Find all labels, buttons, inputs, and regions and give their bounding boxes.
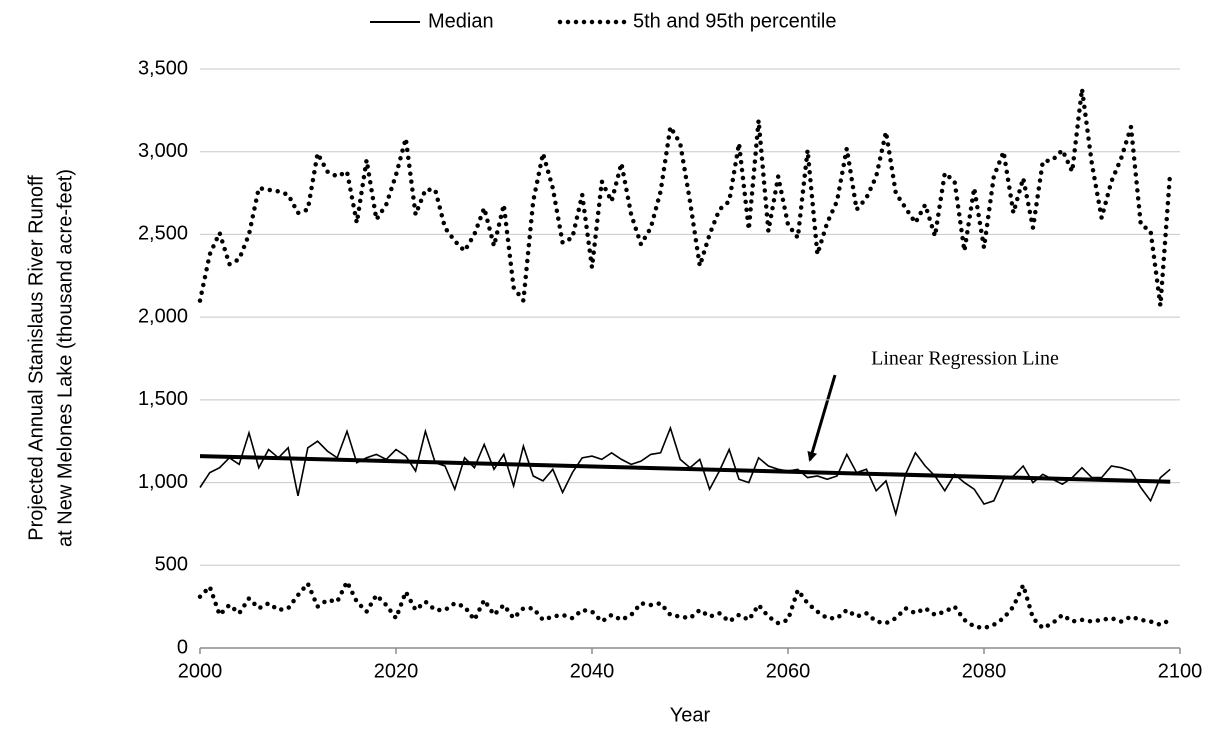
- y-tick-label: 1,000: [138, 471, 188, 493]
- x-axis-label: Year: [670, 704, 711, 726]
- y-axis-label: Projected Annual Stanislaus River Runoff…: [25, 169, 76, 547]
- legend-label: Median: [428, 10, 494, 32]
- annotation: Linear Regression Line: [871, 348, 1059, 370]
- y-tick-label: 3,500: [138, 57, 188, 79]
- x-tick-label: 2040: [570, 660, 615, 682]
- lower-percentile-line: [197, 576, 1173, 631]
- regression-line: [199, 454, 1171, 484]
- x-tick-label: 2100: [1158, 660, 1203, 682]
- y-tick-label: 2,500: [138, 223, 188, 245]
- y-tick-label: 0: [177, 636, 188, 658]
- y-tick-label: 2,000: [138, 305, 188, 327]
- y-tick-label: 1,500: [138, 388, 188, 410]
- x-tick-label: 2060: [766, 660, 811, 682]
- median-line: [199, 425, 1171, 518]
- y-tick-label: 3,000: [138, 140, 188, 162]
- x-tick-label: 2080: [962, 660, 1007, 682]
- x-tick-label: 2000: [178, 660, 223, 682]
- legend-label: 5th and 95th percentile: [633, 10, 837, 32]
- x-tick-label: 2020: [374, 660, 419, 682]
- y-axis-label-line: Projected Annual Stanislaus River Runoff: [25, 175, 47, 541]
- annotation-arrow: [807, 374, 837, 462]
- upper-percentile-line: [197, 88, 1173, 307]
- y-axis-label-line: at New Melones Lake (thousand acre-feet): [54, 169, 76, 547]
- y-tick-label: 500: [155, 554, 188, 576]
